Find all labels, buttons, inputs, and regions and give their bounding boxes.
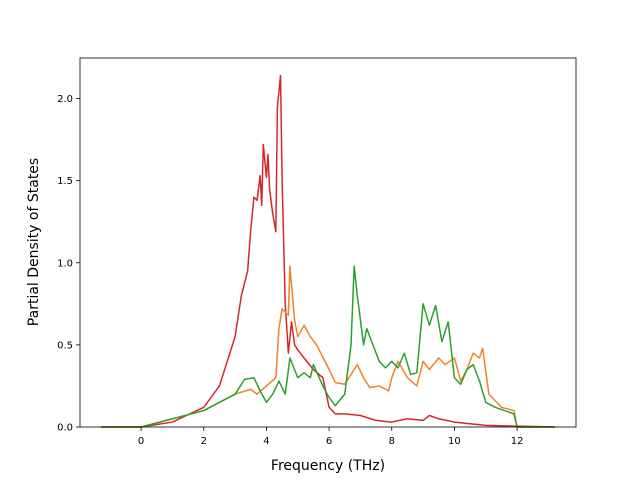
x-axis-title: Frequency (THz): [271, 458, 385, 474]
y-tick-label: 0.5: [57, 340, 73, 351]
y-axis-title: Partial Density of States: [26, 158, 42, 326]
y-tick-label: 2.0: [57, 94, 73, 105]
series-line: [101, 74, 555, 428]
x-tick-label: 10: [448, 436, 461, 447]
y-tick-label: 1.0: [57, 258, 73, 269]
x-tick-label: 8: [389, 436, 395, 447]
axes-frame: [79, 57, 577, 428]
x-tick-label: 0: [138, 436, 144, 447]
series-line: [101, 265, 555, 428]
x-tick-label: 6: [326, 436, 332, 447]
x-tick-label: 4: [263, 436, 269, 447]
series-line: [101, 265, 555, 428]
x-tick-label: 2: [201, 436, 207, 447]
y-tick-label: 0.0: [57, 423, 73, 434]
y-tick-label: 1.5: [57, 176, 73, 187]
plot-area: [101, 74, 555, 428]
x-tick-label: 12: [511, 436, 524, 447]
